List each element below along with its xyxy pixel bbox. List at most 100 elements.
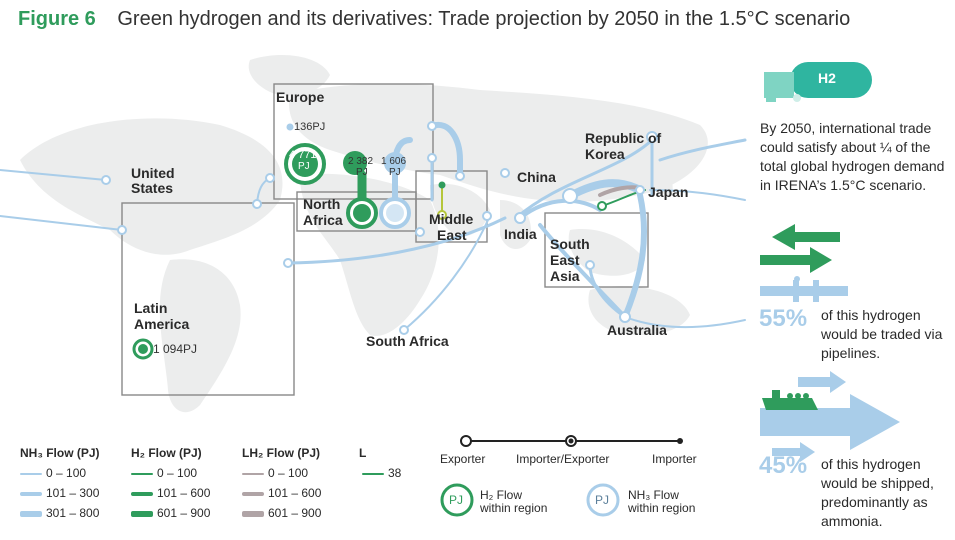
legend-nh3-title: NH₃ Flow (PJ) (20, 446, 100, 460)
node-europe-east (427, 153, 437, 163)
na-nh3-value-num: 1 606 (381, 156, 407, 167)
legend-lh2-row: 601 – 900 (242, 506, 321, 520)
legend-h2-row: 101 – 600 (131, 486, 210, 500)
shipping-arrows (760, 371, 900, 462)
legend-lh2-row: 101 – 600 (242, 486, 321, 500)
node-me-north (455, 171, 465, 181)
nh3-flow-latam-west (0, 215, 123, 231)
legend-h2-item: 101 – 600 (157, 486, 211, 500)
region-australia: Australia (607, 322, 667, 338)
pipeline-percentage: 55% (759, 305, 808, 332)
na-nh3-value-unit: PJ (389, 167, 401, 178)
region-latin-america-line1: Latin (134, 300, 168, 316)
nh3-flow-australia-india (538, 223, 627, 319)
node-japan (635, 185, 645, 195)
nh3-within-icon-label: PJ (595, 493, 610, 507)
europe-nh3-value: 136PJ (294, 121, 326, 133)
legend-nh3-row: 101 – 300 (20, 486, 99, 500)
shipping-percentage: 45% (759, 452, 808, 479)
legend-lh2-row: 0 – 100 (242, 466, 308, 480)
role-legend-line (460, 435, 683, 447)
latam-h2-value: 1 094PJ (153, 342, 198, 356)
ship-icon (762, 398, 818, 410)
figure-label: Figure 6 (18, 8, 96, 30)
legend-h2-row: 601 – 900 (131, 506, 210, 520)
arrow-small-right-icon (798, 371, 846, 393)
legend-l-title: L (359, 446, 367, 460)
nh3-flow-me-europe (429, 121, 463, 179)
within-region-legend-icons (440, 483, 620, 517)
latam-h2-core (138, 344, 148, 354)
nh3-within-label-2: within region (628, 501, 696, 515)
node-korea (646, 131, 658, 143)
node-europe-north (427, 121, 437, 131)
flow-nodes (101, 121, 658, 335)
h2-tank-icon (764, 62, 872, 102)
node-me-east (482, 211, 492, 221)
legend-importer-exporter: Importer/Exporter (516, 452, 610, 466)
legend-lh2-item: 0 – 100 (268, 466, 309, 480)
node-china (562, 188, 578, 204)
legend-nh3-row: 301 – 800 (20, 506, 99, 520)
node-latam-east (283, 258, 293, 268)
legend-nh3-row: 0 – 100 (20, 466, 86, 480)
arrow-right-icon (760, 247, 832, 273)
region-north-africa-line2: Africa (303, 212, 343, 228)
importer-marker (677, 438, 683, 444)
pipeline-text: of this hydrogen would be traded via pip… (821, 307, 943, 361)
legend-nh3-item: 301 – 800 (46, 506, 100, 520)
region-korea-line2: Korea (585, 146, 625, 162)
h2-within-label-1: H₂ Flow (480, 488, 522, 502)
nh3-within-region-icon (586, 483, 620, 517)
node-latam (117, 225, 127, 235)
north-africa-nh3-node (384, 152, 406, 174)
legend-nh3-item: 0 – 100 (46, 466, 87, 480)
h2-within-icon-label: PJ (449, 493, 464, 507)
within-region-markers (132, 123, 411, 360)
region-europe: Europe (276, 89, 325, 105)
region-sea-line1: South (550, 236, 590, 252)
h2-within-region-icon (440, 483, 474, 517)
node-sea (585, 260, 595, 270)
legend-h2-title: H₂ Flow (PJ) (131, 446, 202, 460)
region-middle-east-line1: Middle (429, 211, 474, 227)
legend-h2-item: 601 – 900 (157, 506, 211, 520)
node-me-l-start (437, 210, 447, 220)
middle-east-box (415, 170, 488, 243)
node-me-l (438, 181, 446, 189)
legend-l-row: 38 (362, 466, 401, 480)
h2-icon-label: H2 (818, 70, 836, 86)
arrow-left-icon (772, 224, 840, 250)
pipeline-arrows (760, 224, 848, 302)
north-africa-export-node (343, 151, 367, 175)
north-africa-nh3-core (386, 204, 404, 222)
legend-importer: Importer (652, 452, 697, 466)
europe-h2-value-num: 4 771 (289, 149, 317, 161)
europe-h2-value-unit: PJ (298, 161, 310, 172)
exporter-marker (460, 435, 472, 447)
shipping-text: of this hydrogen would be shipped, predo… (821, 456, 934, 529)
legend-h2-row: 0 – 100 (131, 466, 197, 480)
legend-lh2-title: LH₂ Flow (PJ) (242, 446, 320, 460)
nh3-flow-australia-east (624, 316, 746, 329)
node-me-west (415, 227, 425, 237)
nh3-flow-us-west (0, 169, 107, 181)
node-china-west (500, 168, 510, 178)
sidebar-intro: By 2050, international trade could satis… (760, 120, 945, 193)
region-japan: Japan (648, 184, 689, 200)
nh3-within-label-1: NH₃ Flow (628, 488, 679, 502)
legend-nh3-item: 101 – 300 (46, 486, 100, 500)
legend-lh2-item: 601 – 900 (268, 506, 322, 520)
node-us-europe (252, 199, 262, 209)
legend-exporter: Exporter (440, 452, 486, 466)
legend-lh2-item: 101 – 600 (268, 486, 322, 500)
europe-box (273, 83, 434, 200)
pipeline-icon (760, 286, 848, 296)
node-india (514, 212, 526, 224)
region-korea-line1: Republic of (585, 130, 662, 146)
north-africa-h2-core (353, 204, 371, 222)
europe-h2-core (292, 151, 318, 177)
nh3-flow-latam-asia (286, 216, 507, 265)
latin-america-box (121, 202, 295, 396)
